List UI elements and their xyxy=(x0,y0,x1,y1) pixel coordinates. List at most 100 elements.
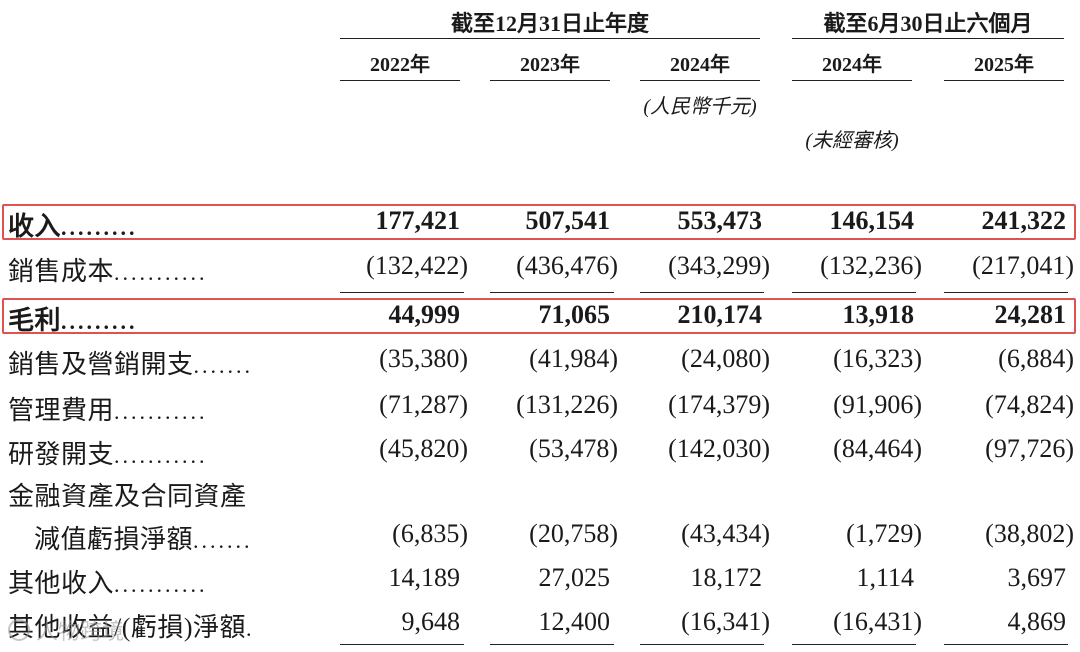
row-label-impairment-line1: 金融資產及合同資產 xyxy=(8,476,247,513)
subtotal-rule-fy2022 xyxy=(340,292,464,293)
row-label-gross-profit: 毛利......... xyxy=(8,300,138,337)
cell-cost-of-sales-6m2024: (132,236) xyxy=(820,251,922,280)
bottom-rule-6m2025 xyxy=(944,644,1068,645)
cell-impairment-6m2025: (38,802) xyxy=(985,519,1074,548)
year-rule-2025-6m xyxy=(944,80,1064,81)
row-label-impairment-line2: 減值虧損淨額....... xyxy=(34,519,253,556)
watermark-text: 人物跨境 xyxy=(36,620,125,645)
cell-other-gains-6m2025: 4,869 xyxy=(1007,607,1067,636)
cell-cost-of-sales-6m2025: (217,041) xyxy=(972,251,1074,280)
cell-revenue-6m2025: 241,322 xyxy=(981,206,1067,235)
cell-impairment-fy2022: (6,835) xyxy=(392,519,468,548)
cell-gross-profit-fy2024: 210,174 xyxy=(677,300,763,329)
cell-admin-expenses-fy2023: (131,226) xyxy=(516,390,618,419)
row-label-rd-expenses: 研發開支........... xyxy=(8,434,208,471)
header-fy-group: 截至12月31日止年度 xyxy=(450,11,649,36)
row-label-text: 其他收入 xyxy=(8,569,115,598)
dot-leader: . xyxy=(246,616,255,641)
year-rule-2023 xyxy=(490,80,610,81)
cell-other-income-6m2024: 1,114 xyxy=(856,563,914,592)
subtotal-rule-6m2024 xyxy=(792,292,916,293)
cell-admin-expenses-fy2022: (71,287) xyxy=(379,390,468,419)
cell-gross-profit-6m2024: 13,918 xyxy=(842,300,915,329)
row-label-revenue: 收入......... xyxy=(8,206,138,243)
bottom-rule-fy2023 xyxy=(490,644,614,645)
cell-admin-expenses-6m2024: (91,906) xyxy=(833,390,922,419)
cell-other-gains-fy2024: (16,341) xyxy=(681,607,770,636)
year-header-2023: 2023年 xyxy=(520,54,580,76)
cell-other-income-fy2024: 18,172 xyxy=(690,563,763,592)
cell-rd-expenses-fy2024: (142,030) xyxy=(668,434,770,463)
dot-leader: ........... xyxy=(114,443,208,468)
watermark: 人物跨境 xyxy=(8,614,124,646)
cell-gross-profit-6m2025: 24,281 xyxy=(994,300,1067,329)
cell-rd-expenses-6m2025: (97,726) xyxy=(985,434,1074,463)
year-header-2024-6m: 2024年 xyxy=(822,54,882,76)
cell-other-income-fy2022: 14,189 xyxy=(388,563,461,592)
row-label-cost-of-sales: 銷售成本........... xyxy=(8,251,208,288)
cell-other-gains-fy2023: 12,400 xyxy=(538,607,611,636)
row-label-text: 管理費用 xyxy=(8,396,115,425)
row-label-other-income: 其他收入........... xyxy=(8,563,208,600)
cell-impairment-6m2024: (1,729) xyxy=(846,519,922,548)
row-label-text: 減值虧損淨額 xyxy=(34,525,194,554)
row-label-text: 收入 xyxy=(8,212,62,241)
row-label-text: 金融資產及合同資產 xyxy=(8,482,247,511)
cell-other-gains-fy2022: 9,648 xyxy=(401,607,461,636)
row-label-other-gains: 其他收益/(虧損)淨額. xyxy=(8,607,255,644)
year-rule-2024-6m xyxy=(792,80,912,81)
highlight-gross-profit xyxy=(2,298,1076,334)
dot-leader: ....... xyxy=(193,353,254,378)
dot-leader: ....... xyxy=(193,528,253,553)
subtotal-rule-fy2024 xyxy=(640,292,764,293)
bottom-rule-fy2024 xyxy=(640,644,764,645)
year-header-2025-6m: 2025年 xyxy=(974,54,1034,76)
row-label-text: 其他收益/(虧損)淨額 xyxy=(8,613,247,642)
row-label-text: 銷售及營銷開支 xyxy=(8,350,194,379)
year-header-2022: 2022年 xyxy=(370,54,430,76)
cell-rd-expenses-6m2024: (84,464) xyxy=(833,434,922,463)
subtotal-rule-fy2023 xyxy=(490,292,614,293)
cell-admin-expenses-fy2024: (174,379) xyxy=(668,390,770,419)
cell-admin-expenses-6m2025: (74,824) xyxy=(985,390,1074,419)
watermark-logo-icon xyxy=(8,619,30,641)
row-label-selling-expenses: 銷售及營銷開支....... xyxy=(8,344,253,381)
cell-other-income-6m2025: 3,697 xyxy=(1007,563,1067,592)
header-fy-rule xyxy=(340,38,760,39)
cell-selling-expenses-6m2024: (16,323) xyxy=(833,344,922,373)
cell-cost-of-sales-fy2023: (436,476) xyxy=(516,251,618,280)
cell-selling-expenses-fy2022: (35,380) xyxy=(379,344,468,373)
cell-gross-profit-fy2022: 44,999 xyxy=(388,300,461,329)
cell-selling-expenses-fy2023: (41,984) xyxy=(529,344,618,373)
row-label-text: 毛利 xyxy=(8,306,62,335)
cell-cost-of-sales-fy2024: (343,299) xyxy=(668,251,770,280)
dot-leader: ........... xyxy=(114,260,208,285)
row-label-text: 銷售成本 xyxy=(8,257,115,286)
cell-revenue-6m2024: 146,154 xyxy=(829,206,915,235)
row-label-admin-expenses: 管理費用........... xyxy=(8,390,208,427)
cell-impairment-fy2023: (20,758) xyxy=(529,519,618,548)
cell-revenue-fy2023: 507,541 xyxy=(525,206,611,235)
highlight-revenue xyxy=(2,204,1076,240)
dot-leader: ......... xyxy=(61,309,138,334)
subtotal-rule-6m2025 xyxy=(944,292,1068,293)
cell-rd-expenses-fy2023: (53,478) xyxy=(529,434,618,463)
cell-other-income-fy2023: 27,025 xyxy=(538,563,611,592)
unaudited-note: (未經審核) xyxy=(805,130,899,152)
dot-leader: ........... xyxy=(114,572,208,597)
cell-rd-expenses-fy2022: (45,820) xyxy=(379,434,468,463)
cell-selling-expenses-fy2024: (24,080) xyxy=(681,344,770,373)
year-header-2024-fy: 2024年 xyxy=(670,54,730,76)
cell-gross-profit-fy2023: 71,065 xyxy=(538,300,611,329)
cell-impairment-fy2024: (43,434) xyxy=(681,519,770,548)
cell-revenue-fy2024: 553,473 xyxy=(677,206,763,235)
bottom-rule-fy2022 xyxy=(340,644,464,645)
row-label-text: 研發開支 xyxy=(8,440,115,469)
cell-selling-expenses-6m2025: (6,884) xyxy=(998,344,1074,373)
year-rule-2024-fy xyxy=(640,80,760,81)
bottom-rule-6m2024 xyxy=(792,644,916,645)
header-6m-group: 截至6月30日止六個月 xyxy=(823,11,1033,36)
dot-leader: ......... xyxy=(61,215,138,240)
cell-revenue-fy2022: 177,421 xyxy=(375,206,461,235)
year-rule-2022 xyxy=(340,80,460,81)
